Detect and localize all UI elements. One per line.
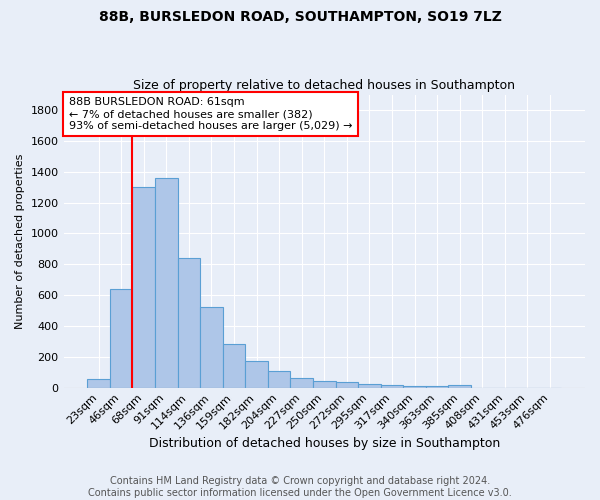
Bar bbox=[200, 306, 223, 388]
Bar bbox=[290, 378, 313, 388]
Bar bbox=[87, 379, 110, 388]
Bar bbox=[426, 386, 448, 388]
Text: 88B BURSLEDON ROAD: 61sqm
← 7% of detached houses are smaller (382)
93% of semi-: 88B BURSLEDON ROAD: 61sqm ← 7% of detach… bbox=[69, 98, 352, 130]
Bar bbox=[268, 370, 290, 388]
Bar bbox=[313, 382, 335, 388]
Bar bbox=[155, 178, 178, 388]
Bar bbox=[335, 382, 358, 388]
Bar bbox=[448, 384, 471, 388]
Bar bbox=[245, 360, 268, 388]
Bar bbox=[133, 187, 155, 388]
Bar bbox=[178, 258, 200, 388]
Y-axis label: Number of detached properties: Number of detached properties bbox=[15, 154, 25, 329]
Bar bbox=[358, 384, 381, 388]
Text: Contains HM Land Registry data © Crown copyright and database right 2024.
Contai: Contains HM Land Registry data © Crown c… bbox=[88, 476, 512, 498]
Bar bbox=[223, 344, 245, 388]
Text: 88B, BURSLEDON ROAD, SOUTHAMPTON, SO19 7LZ: 88B, BURSLEDON ROAD, SOUTHAMPTON, SO19 7… bbox=[98, 10, 502, 24]
X-axis label: Distribution of detached houses by size in Southampton: Distribution of detached houses by size … bbox=[149, 437, 500, 450]
Bar bbox=[403, 386, 426, 388]
Title: Size of property relative to detached houses in Southampton: Size of property relative to detached ho… bbox=[133, 79, 515, 92]
Bar bbox=[381, 386, 403, 388]
Bar bbox=[110, 289, 133, 388]
